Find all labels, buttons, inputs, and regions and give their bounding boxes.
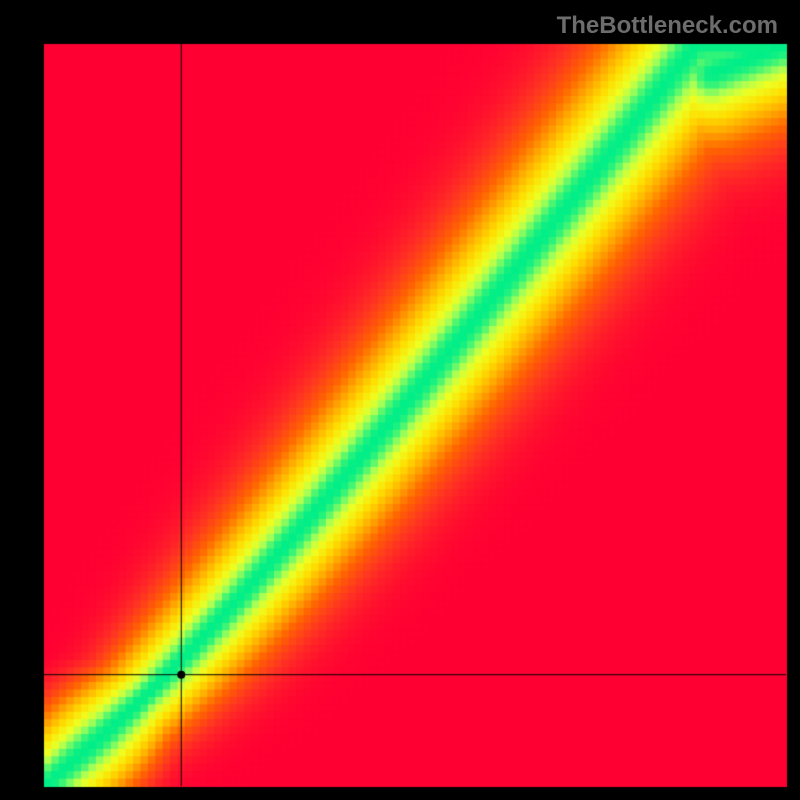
- bottleneck-heatmap: [0, 0, 800, 800]
- chart-container: TheBottleneck.com: [0, 0, 800, 800]
- watermark-text: TheBottleneck.com: [557, 12, 778, 40]
